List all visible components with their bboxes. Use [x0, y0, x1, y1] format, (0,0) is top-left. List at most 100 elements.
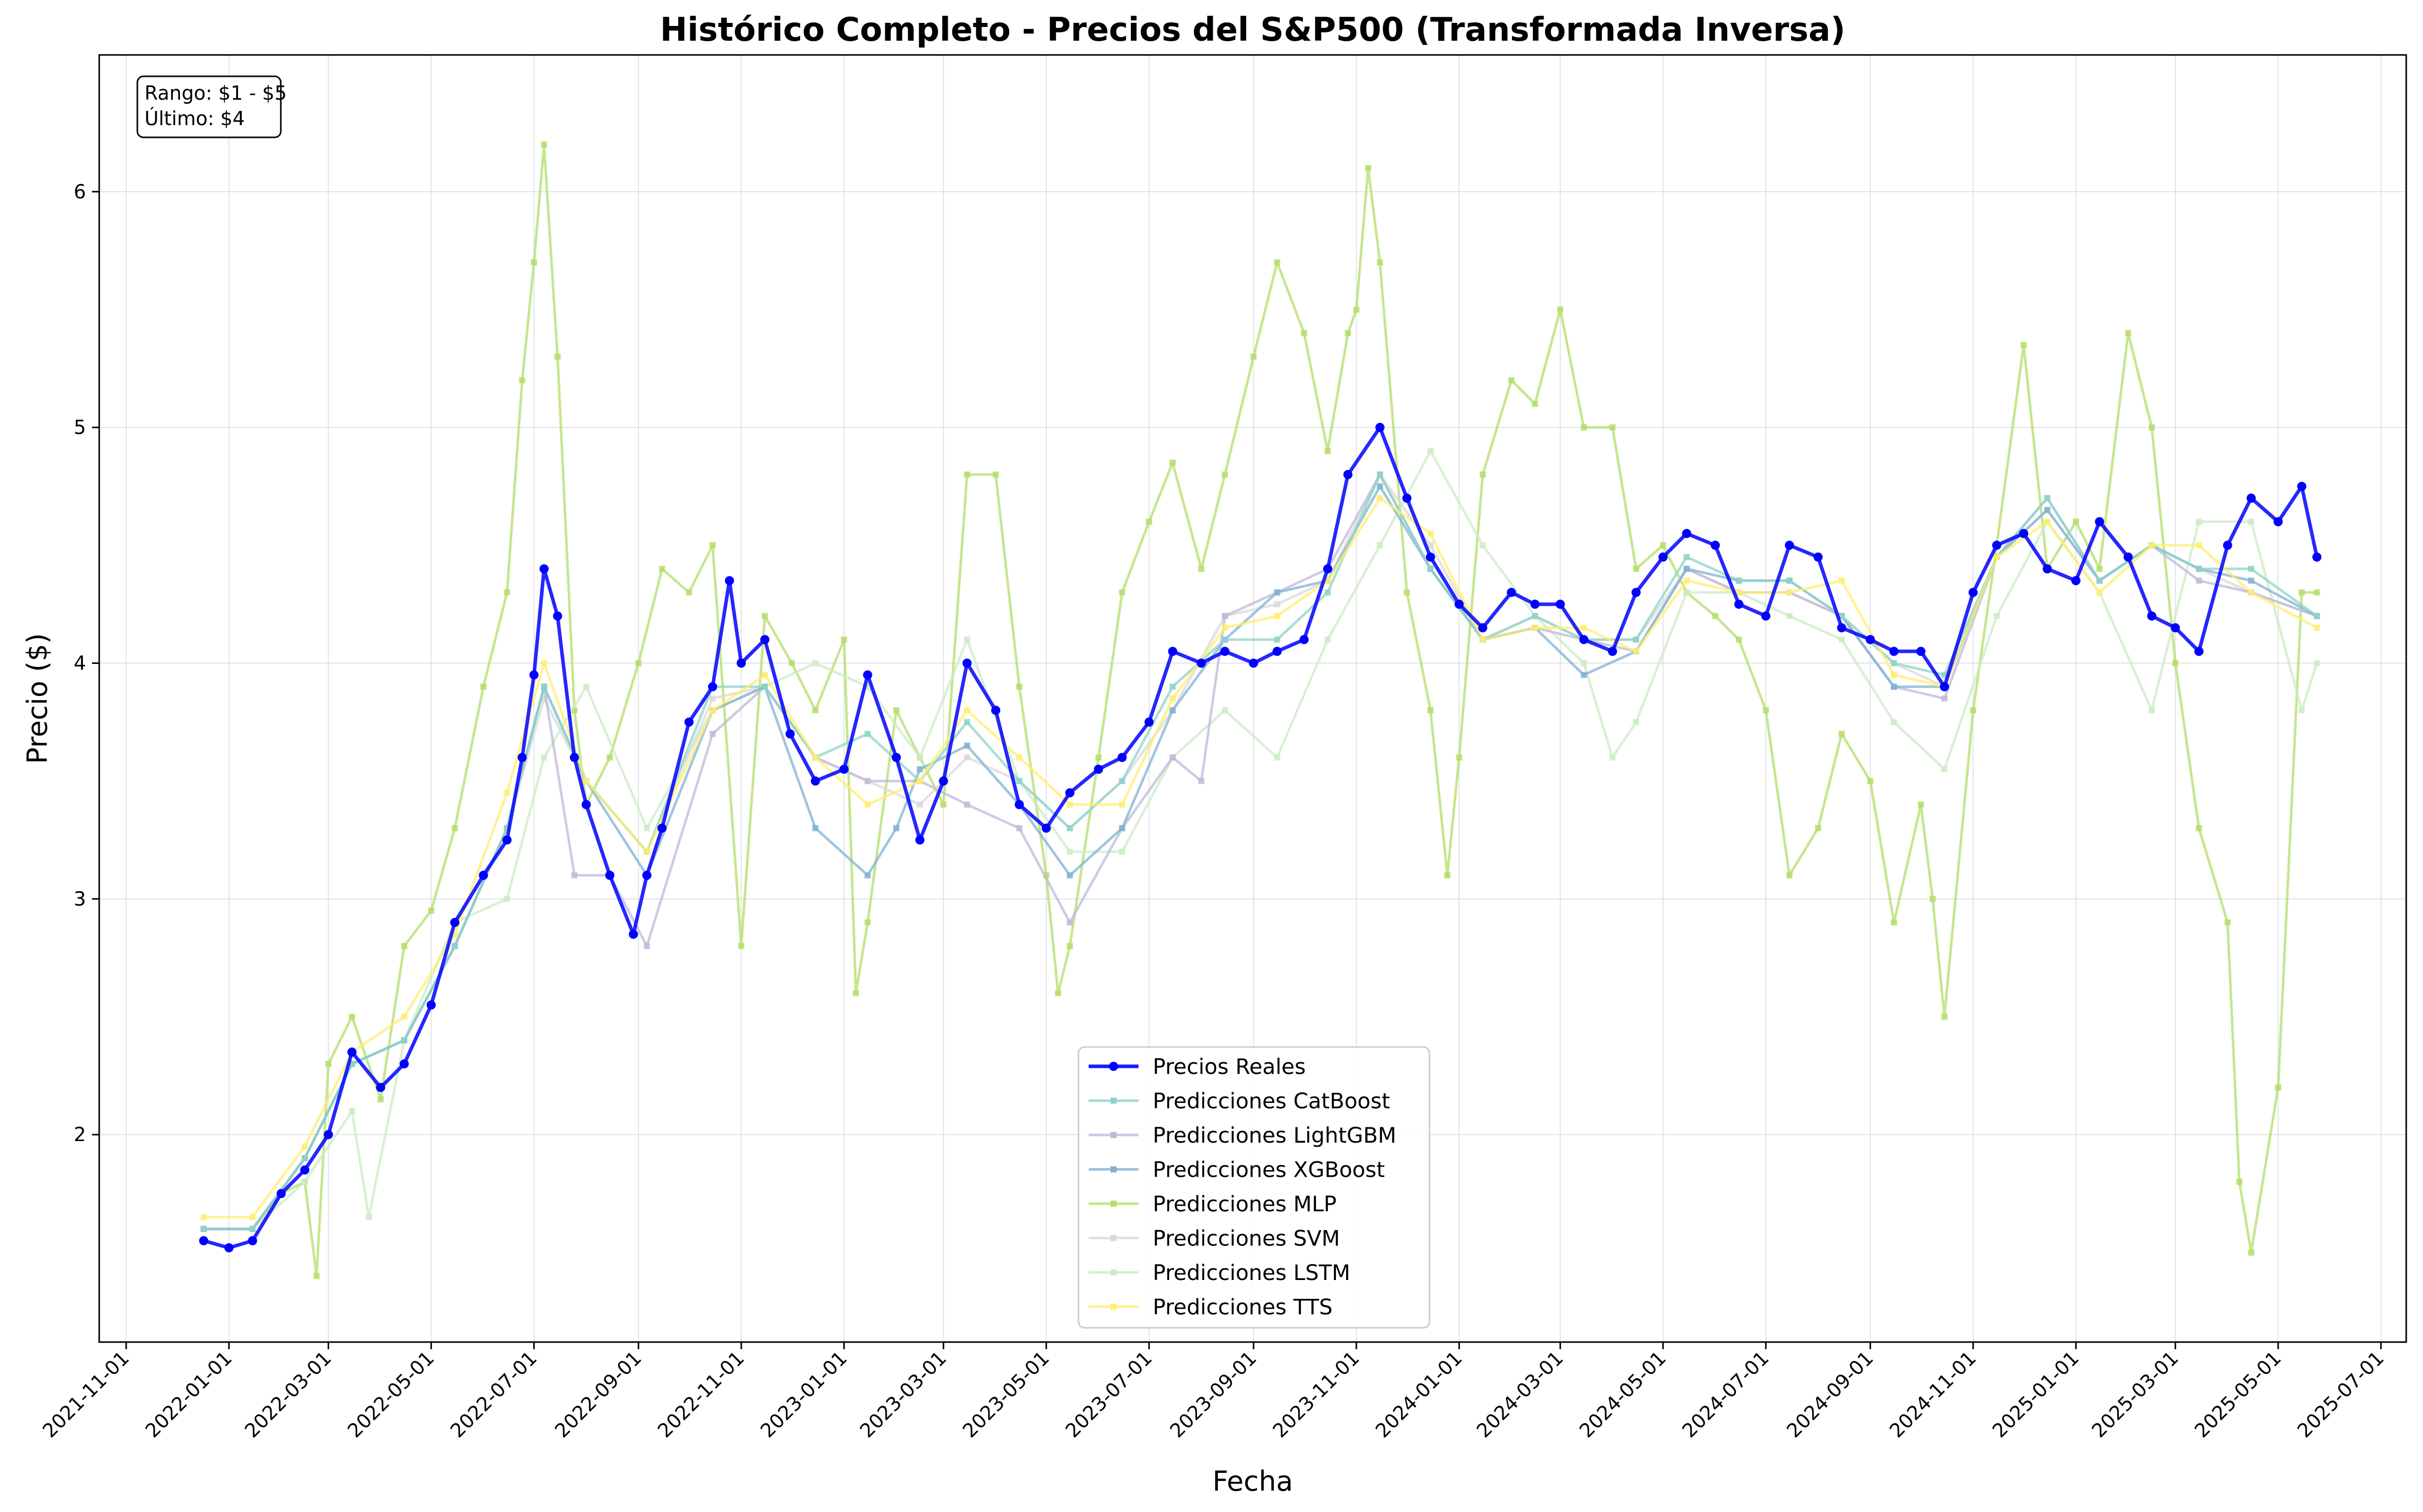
data-point [1581, 660, 1587, 666]
annotation-box-frame [136, 75, 282, 138]
data-point [2314, 613, 2320, 619]
data-point [1067, 919, 1073, 926]
data-point [324, 1130, 333, 1140]
data-point [738, 943, 745, 949]
data-point [1067, 849, 1073, 855]
data-point [1274, 613, 1280, 619]
data-point [709, 695, 716, 702]
data-point [1633, 636, 1640, 643]
data-point [1532, 400, 1538, 407]
legend-swatch-marker [1111, 1235, 1117, 1241]
data-point [605, 870, 615, 880]
data-point [1274, 259, 1280, 266]
legend-entry-label: Predicciones TTS [1153, 1295, 1333, 1320]
data-point [964, 754, 971, 761]
range-annotation: Rango: $1 - $5 Último: $4 [136, 75, 287, 138]
data-point [1221, 613, 1228, 619]
y-axis-ticks: 2 3 4 5 6 [74, 181, 99, 1146]
data-point [2248, 518, 2255, 525]
data-point [1609, 754, 1616, 761]
data-point [1016, 683, 1023, 690]
series-line [203, 143, 2317, 1277]
data-point [1992, 540, 2002, 550]
data-point [531, 259, 537, 266]
data-point [1633, 648, 1640, 655]
data-point [964, 801, 971, 808]
data-point [1221, 636, 1228, 643]
data-point [1427, 707, 1434, 714]
data-point [789, 660, 795, 666]
data-point [1609, 424, 1616, 431]
data-point [2312, 552, 2322, 562]
data-point [2148, 707, 2155, 714]
plot-area-frame [98, 54, 2407, 1343]
data-point [812, 754, 819, 761]
data-point [249, 1214, 256, 1220]
data-point [1196, 658, 1206, 668]
data-point [1221, 471, 1228, 478]
data-point [1014, 800, 1024, 809]
legend-swatch-marker [1111, 1166, 1117, 1173]
y-tick-label: 4 [74, 652, 86, 674]
data-point [659, 566, 665, 572]
data-point [2071, 576, 2081, 586]
data-point [1530, 599, 1540, 609]
data-point [1067, 801, 1073, 808]
data-point [480, 683, 487, 690]
data-point [2248, 566, 2255, 572]
data-point [1119, 849, 1125, 855]
data-point [1377, 483, 1383, 489]
data-point [606, 754, 613, 761]
data-point [708, 682, 717, 691]
data-point [428, 908, 434, 914]
data-point [1170, 695, 1176, 702]
data-point [2044, 507, 2051, 513]
data-point [200, 1226, 207, 1232]
data-point [347, 1048, 357, 1057]
data-point [300, 1165, 310, 1175]
data-point [502, 835, 512, 845]
data-point [1683, 566, 1690, 572]
data-point [2019, 529, 2029, 538]
data-point [224, 1243, 234, 1253]
data-point [504, 790, 510, 796]
data-point [1968, 588, 1978, 597]
data-point [451, 825, 458, 831]
data-point [1065, 788, 1075, 798]
data-point [964, 742, 971, 749]
data-point [737, 658, 746, 668]
data-point [1710, 540, 1720, 550]
data-point [1119, 589, 1125, 596]
data-point [2042, 564, 2052, 574]
data-point [348, 1013, 355, 1020]
series-predicciones-tts [200, 495, 2320, 1220]
data-point [325, 1061, 332, 1067]
data-point [1250, 354, 1257, 360]
data-point [1683, 589, 1690, 596]
data-point [1041, 823, 1051, 833]
data-point [1736, 577, 1742, 584]
data-point [541, 660, 547, 666]
data-point [2246, 493, 2256, 503]
data-point [2194, 647, 2204, 656]
data-point [853, 990, 859, 997]
data-point [2314, 660, 2320, 666]
data-point [2314, 624, 2320, 631]
data-point [1734, 599, 1744, 609]
data-point [1506, 588, 1516, 597]
data-point [1454, 599, 1464, 609]
data-point [864, 731, 871, 737]
data-point [399, 1059, 409, 1069]
data-point [1890, 660, 1897, 666]
data-point [1994, 554, 2000, 560]
data-point [1427, 566, 1434, 572]
data-point [1221, 707, 1228, 714]
data-point [1444, 872, 1451, 879]
data-point [1170, 459, 1176, 466]
data-point [504, 589, 510, 596]
data-point [1427, 448, 1434, 454]
data-point [1581, 424, 1587, 431]
data-point [1581, 624, 1587, 631]
annotation-last-text: Último: $4 [144, 107, 245, 130]
data-point [1889, 647, 1899, 656]
